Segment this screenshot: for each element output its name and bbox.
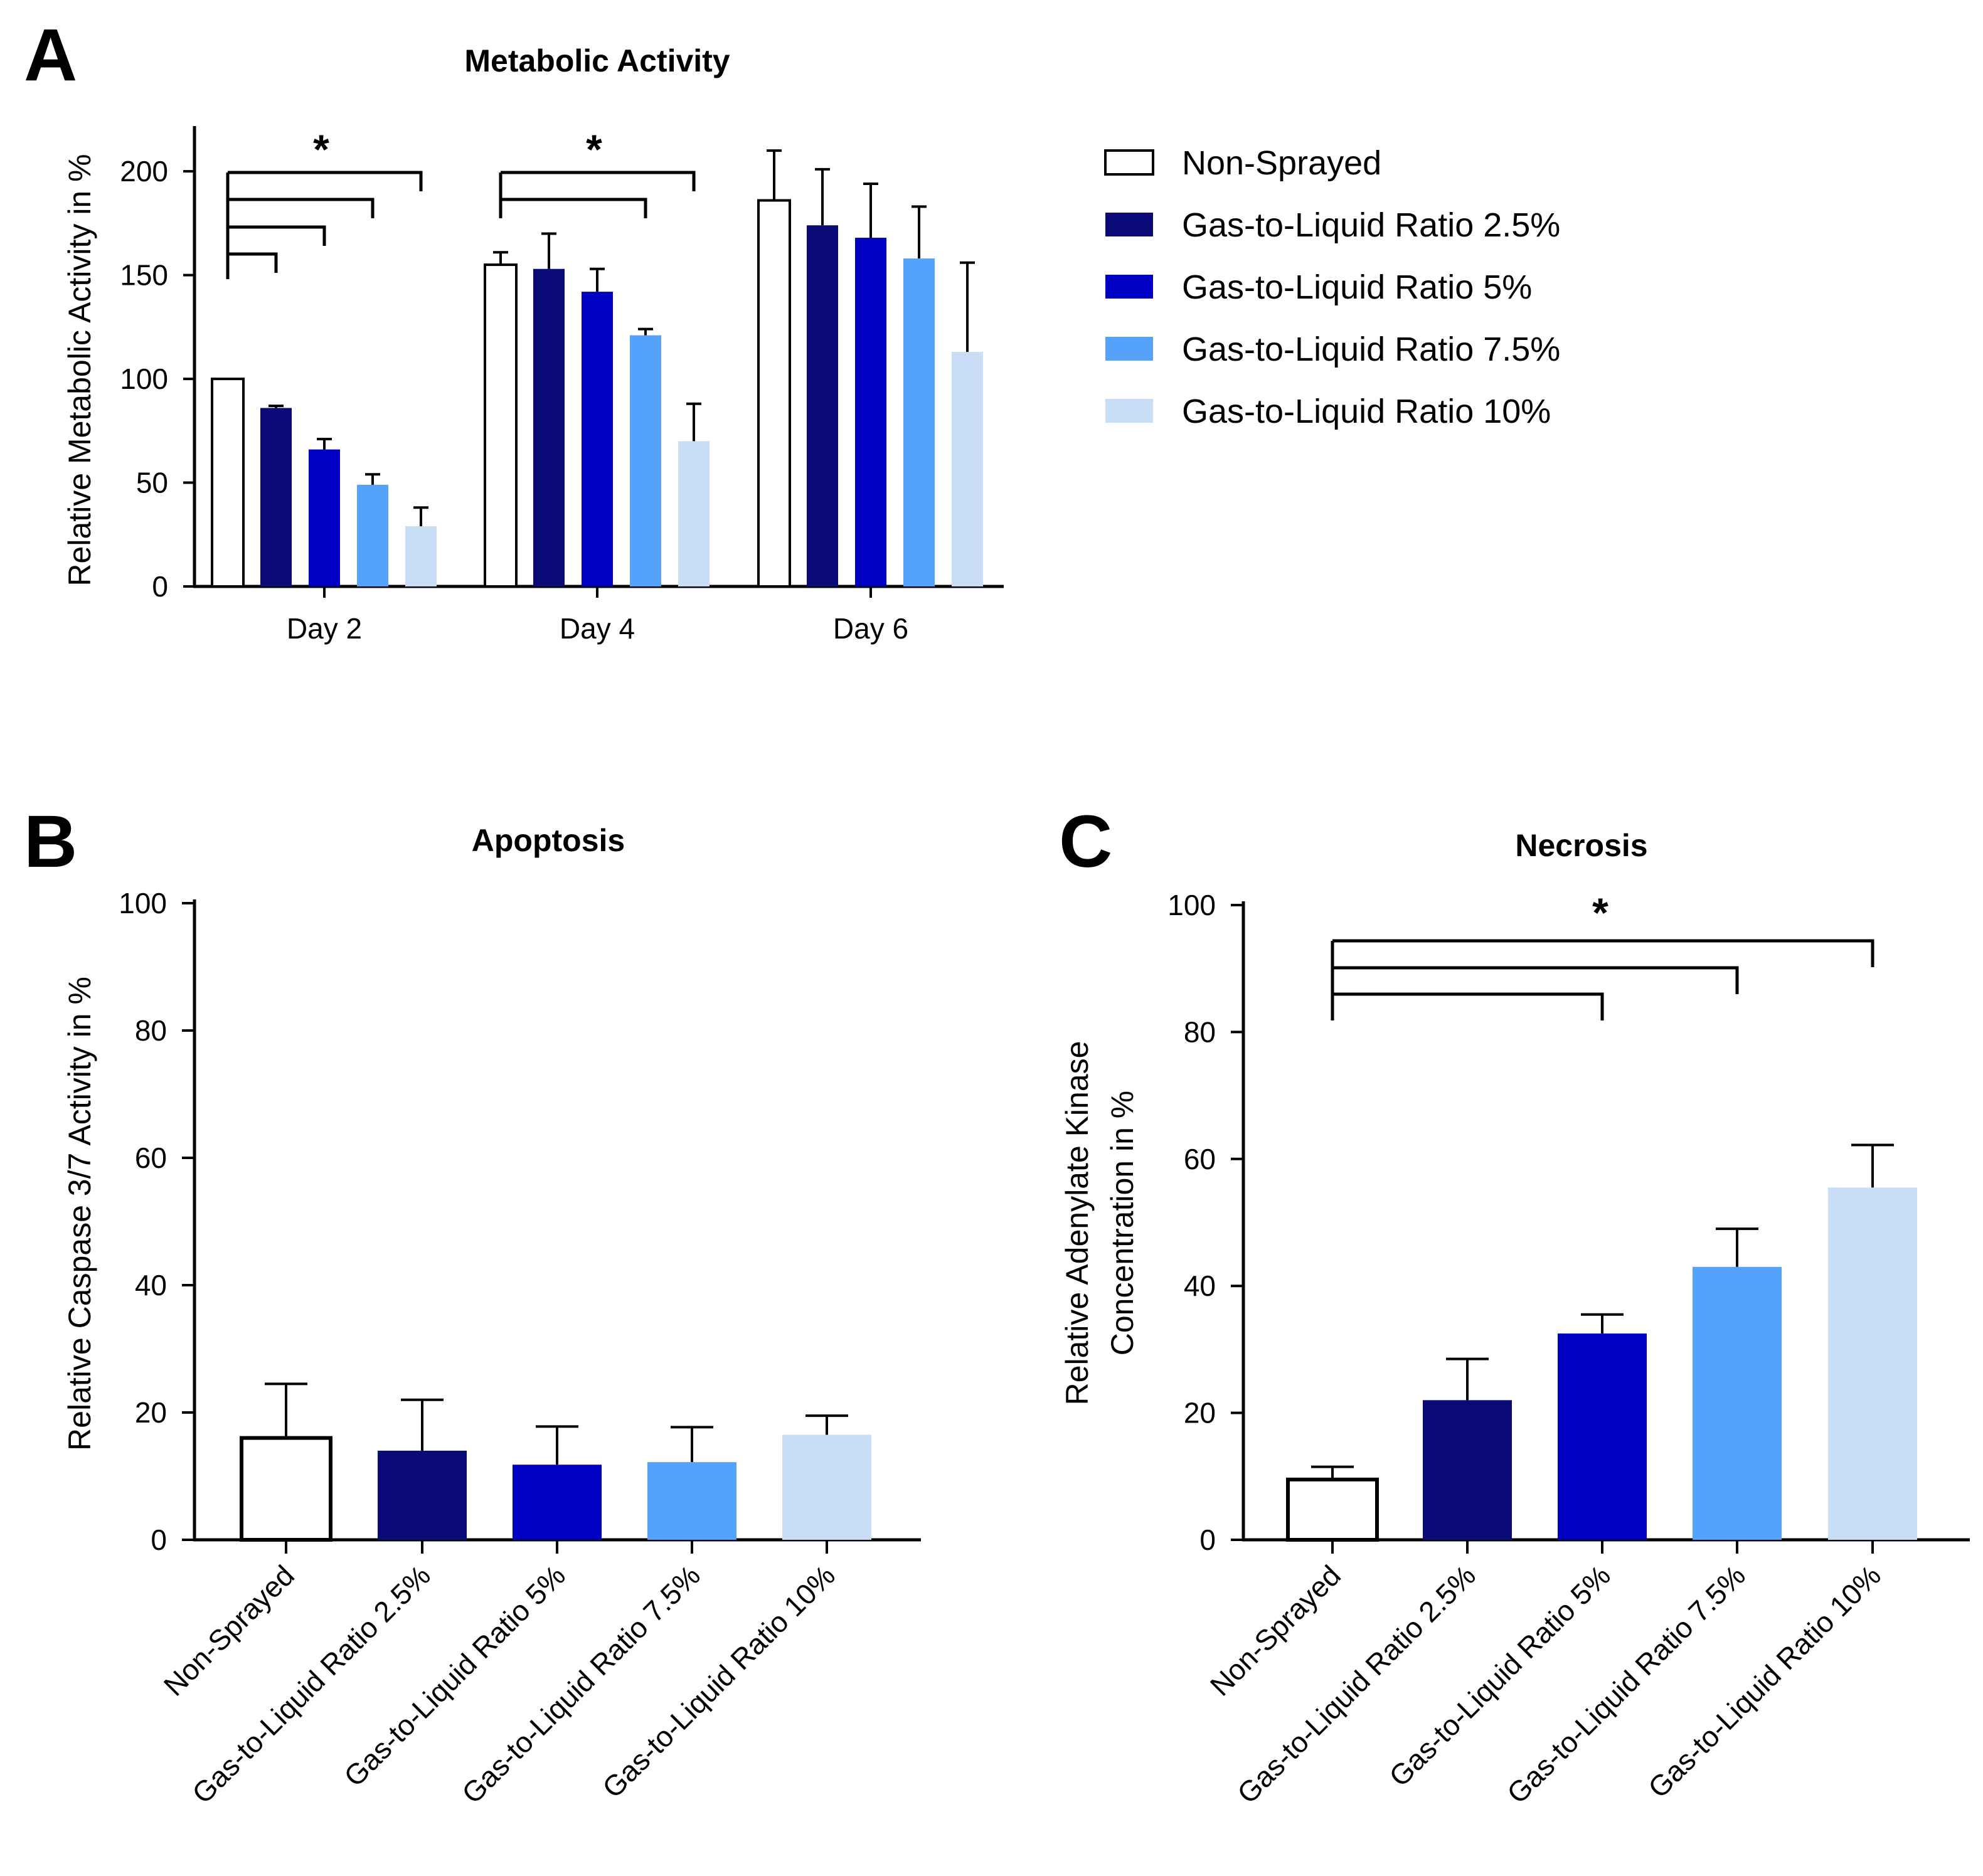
chart-a-bar [211,378,245,588]
chart-b-title: Apoptosis [472,823,625,858]
chart-a-significance-bracket [501,171,696,191]
panel-letter-a: A [24,14,77,97]
chart-a-significance-star: * [313,126,329,172]
chart-c-category-label: Gas-to-Liquid Ratio 5% [1383,1559,1617,1793]
chart-a-y-tick-label: 150 [120,259,168,292]
chart-a-bar [582,292,613,586]
chart-c-bar [1693,1266,1782,1540]
chart-a-bar [405,526,437,586]
legend-label-ratio-7-5: Gas-to-Liquid Ratio 7.5% [1182,331,1560,368]
chart-c-y-tick-label: 20 [1184,1397,1216,1429]
legend-swatch-ratio-7-5 [1105,337,1153,361]
chart-c-significance-bracket [1332,992,1604,1020]
chart-b-category-label: Gas-to-Liquid Ratio 7.5% [455,1559,706,1810]
chart-a-bar [533,268,565,586]
legend-label-ratio-10: Gas-to-Liquid Ratio 10% [1182,393,1551,430]
chart-c-y-tick-label: 60 [1184,1143,1216,1175]
chart-b-category-label: Gas-to-Liquid Ratio 2.5% [186,1559,437,1810]
chart-b-bar [782,1434,871,1540]
chart-a-bar [260,408,292,586]
chart-a-bar [757,199,791,588]
chart-b-ylabel: Relative Caspase 3/7 Activity in % [62,977,97,1451]
chart-a-bar [678,441,710,586]
chart-c-y-tick-label: 80 [1184,1015,1216,1048]
chart-c-category-label: Gas-to-Liquid Ratio 7.5% [1501,1559,1752,1810]
legend-label-non-sprayed: Non-Sprayed [1182,144,1381,182]
chart-c-bar [1286,1477,1379,1542]
panel-letter-c: C [1059,800,1112,883]
chart-c-significance-bracket [1332,966,1739,994]
chart-a-significance-star: * [586,126,602,172]
chart-c-category-label: Gas-to-Liquid Ratio 10% [1642,1559,1887,1804]
chart-a-category-label: Day 2 [287,612,362,645]
chart-c-ylabel-line2: Concentration in % [1105,1091,1140,1355]
chart-a-bar [855,238,886,586]
chart-c-y-tick-label: 0 [1199,1524,1216,1556]
chart-a-y-tick-label: 200 [120,155,168,188]
chart-c-ylabel-line1: Relative Adenylate Kinase [1060,1041,1095,1406]
legend-label-ratio-2-5: Gas-to-Liquid Ratio 2.5% [1182,206,1560,244]
chart-b-y-tick-label: 40 [135,1269,167,1301]
panel-letter-b: B [24,800,77,883]
chart-a-bar [903,258,935,586]
chart-c-category-label: Gas-to-Liquid Ratio 2.5% [1231,1559,1482,1810]
chart-b-category-label: Gas-to-Liquid Ratio 10% [596,1559,841,1804]
chart-c-y-tick-label: 40 [1184,1269,1216,1302]
chart-b-bar [240,1436,332,1542]
chart-a-category-label: Day 4 [560,612,635,645]
chart-a-y-tick-label: 0 [152,570,168,603]
chart-b-y-tick-label: 100 [119,887,167,919]
chart-b-category-label: Gas-to-Liquid Ratio 5% [338,1559,572,1793]
chart-a-significance-bracket [228,252,278,273]
chart-a-significance-bracket [228,198,375,218]
chart-a-title: Metabolic Activity [464,43,730,78]
chart-c-significance-star: * [1592,889,1608,936]
chart-a-bar [807,225,838,587]
chart-a-bar [630,335,661,586]
chart-c-significance-bracket [1332,939,1874,967]
chart-c-category-label: Non-Sprayed [1204,1559,1347,1702]
chart-c-title: Necrosis [1515,828,1647,863]
chart-b-y-tick-label: 0 [151,1524,167,1556]
chart-b-bar [647,1462,736,1540]
chart-a-significance-bracket [228,171,423,191]
chart-a-category-label: Day 6 [833,612,908,645]
chart-b-y-tick-label: 20 [135,1396,167,1429]
chart-b-y-tick-label: 80 [135,1014,167,1047]
chart-c-bar [1423,1400,1512,1540]
chart-a-significance-bracket [228,225,326,246]
legend-swatch-ratio-2-5 [1105,213,1153,236]
chart-a-plot: 0 50 100 150 200 Day 2 Day 4 Day 6 * * [120,126,1004,645]
chart-c-bar [1558,1333,1647,1540]
chart-c-y-tick-label: 100 [1167,889,1216,921]
legend-swatch-ratio-5 [1105,275,1153,299]
chart-a-y-tick-label: 100 [120,363,168,395]
chart-a-bar [309,449,340,586]
chart-c-bar [1828,1187,1917,1540]
chart-a-significance-bracket [501,198,647,218]
chart-a-ylabel: Relative Metabolic Activity in % [62,154,97,586]
chart-b-bar [378,1450,467,1540]
legend-swatch-non-sprayed [1104,149,1154,176]
chart-b-bar [513,1465,602,1540]
chart-b-y-tick-label: 60 [135,1142,167,1174]
chart-a-bar [357,484,388,586]
chart-b-category-label: Non-Sprayed [157,1559,300,1702]
chart-a-bar [484,263,518,588]
chart-a-bar [952,352,983,586]
legend-swatch-ratio-10 [1105,399,1153,423]
legend: Non-Sprayed Gas-to-Liquid Ratio 2.5% Gas… [1104,144,1560,430]
legend-label-ratio-5: Gas-to-Liquid Ratio 5% [1182,268,1532,306]
chart-a-y-tick-label: 50 [136,467,168,499]
